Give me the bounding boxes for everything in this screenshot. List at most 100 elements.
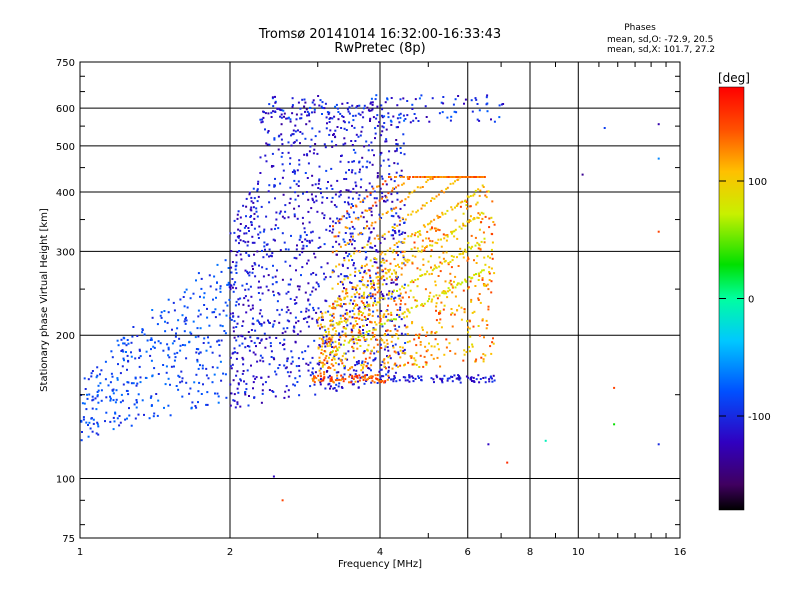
scatter-point xyxy=(406,258,409,261)
scatter-point xyxy=(227,283,230,286)
scatter-point xyxy=(271,96,274,99)
scatter-point xyxy=(362,336,365,339)
scatter-point xyxy=(348,302,351,305)
scatter-point xyxy=(216,281,218,284)
scatter-point xyxy=(375,258,378,261)
scatter-point xyxy=(323,376,326,379)
scatter-point xyxy=(171,342,174,345)
scatter-point xyxy=(197,335,200,338)
scatter-point xyxy=(413,362,416,365)
scatter-point xyxy=(422,365,425,368)
scatter-point xyxy=(247,404,250,407)
scatter-point xyxy=(348,315,351,318)
scatter-point xyxy=(393,324,396,327)
scatter-point xyxy=(438,229,441,232)
scatter-point xyxy=(395,176,398,178)
scatter-point xyxy=(479,301,482,304)
scatter-point xyxy=(306,262,308,265)
scatter-point xyxy=(378,301,381,304)
scatter-point xyxy=(351,169,354,172)
scatter-point xyxy=(451,380,454,383)
scatter-point xyxy=(296,169,299,172)
scatter-point xyxy=(403,283,406,286)
scatter-point xyxy=(260,338,263,341)
scatter-point xyxy=(444,290,447,293)
scatter-point xyxy=(411,210,414,213)
scatter-point xyxy=(486,94,489,97)
scatter-point xyxy=(335,383,338,386)
scatter-point xyxy=(282,169,285,172)
scatter-point xyxy=(332,305,335,308)
scatter-point xyxy=(104,420,106,423)
scatter-point xyxy=(390,278,393,281)
scatter-point xyxy=(375,249,378,251)
scatter-point xyxy=(372,304,374,307)
scatter-point xyxy=(291,171,294,173)
scatter-point xyxy=(491,257,494,260)
scatter-point xyxy=(396,224,399,227)
scatter-point xyxy=(376,343,379,346)
scatter-point xyxy=(274,95,276,98)
scatter-point xyxy=(222,372,225,375)
scatter-point xyxy=(308,112,311,115)
scatter-point xyxy=(328,340,331,343)
scatter-point xyxy=(481,277,484,280)
scatter-point xyxy=(401,296,404,299)
scatter-point xyxy=(399,116,402,119)
scatter-point xyxy=(96,374,99,377)
scatter-point xyxy=(264,112,267,115)
scatter-point xyxy=(399,346,402,349)
scatter-point xyxy=(274,395,277,398)
scatter-point xyxy=(393,223,396,226)
scatter-point xyxy=(323,371,326,374)
scatter-point xyxy=(111,375,114,378)
scatter-point xyxy=(363,246,366,249)
scatter-point xyxy=(401,285,404,288)
scatter-point xyxy=(479,271,482,274)
scatter-point xyxy=(252,317,254,320)
scatter-point xyxy=(440,238,442,241)
scatter-point xyxy=(283,217,286,220)
scatter-point xyxy=(437,238,440,241)
scatter-point xyxy=(356,342,359,345)
scatter-point xyxy=(474,97,477,100)
scatter-point xyxy=(326,370,329,372)
scatter-point xyxy=(265,160,268,163)
scatter-point xyxy=(296,285,299,288)
scatter-point xyxy=(431,298,434,301)
scatter-point xyxy=(432,357,435,360)
scatter-point xyxy=(482,176,485,178)
scatter-point xyxy=(366,284,369,287)
scatter-point xyxy=(380,296,383,299)
scatter-point xyxy=(366,349,369,352)
scatter-point xyxy=(405,326,408,329)
scatter-point xyxy=(360,335,363,338)
scatter-point xyxy=(358,250,361,253)
scatter-point xyxy=(332,220,335,223)
scatter-point xyxy=(345,275,348,278)
scatter-point xyxy=(366,362,369,365)
scatter-point xyxy=(474,244,477,247)
scatter-point xyxy=(448,289,451,292)
scatter-point xyxy=(235,357,238,360)
scatter-point xyxy=(454,275,457,278)
scatter-point xyxy=(309,374,312,377)
scatter-point xyxy=(334,333,337,336)
scatter-point xyxy=(329,378,332,381)
scatter-point xyxy=(274,275,277,278)
scatter-point xyxy=(443,292,446,295)
scatter-point xyxy=(130,382,133,385)
scatter-point xyxy=(471,343,474,346)
scatter-point xyxy=(318,165,321,168)
scatter-point xyxy=(475,358,478,361)
scatter-point xyxy=(225,396,228,399)
scatter-point xyxy=(315,377,318,380)
scatter-point xyxy=(361,279,364,281)
scatter-point xyxy=(149,339,152,341)
scatter-point xyxy=(390,311,393,314)
scatter-point xyxy=(354,181,357,184)
scatter-point xyxy=(335,389,338,392)
scatter-point xyxy=(382,126,385,129)
scatter-point xyxy=(381,283,384,286)
scatter-point xyxy=(323,350,326,352)
